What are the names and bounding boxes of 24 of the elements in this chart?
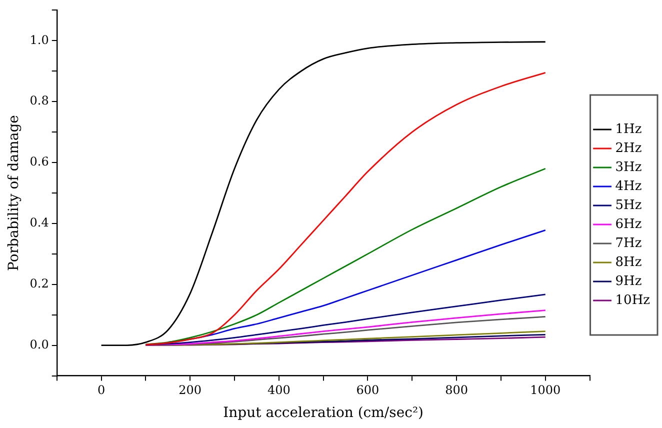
legend-label: 6Hz xyxy=(615,216,642,232)
legend-label: 4Hz xyxy=(615,178,642,194)
x-tick-label: 400 xyxy=(267,383,290,398)
x-tick-label: 0 xyxy=(97,383,106,398)
legend-label: 3Hz xyxy=(615,160,642,175)
x-axis-title: Input acceleration (cm/sec²) xyxy=(223,405,424,422)
y-tick-label: 0.0 xyxy=(30,337,49,352)
x-tick-label: 600 xyxy=(356,383,380,398)
x-tick-label: 1000 xyxy=(530,383,561,398)
legend-label: 5Hz xyxy=(615,198,642,213)
y-tick-label: 1.0 xyxy=(30,32,49,47)
legend-label: 1Hz xyxy=(615,122,642,137)
legend-label: 7Hz xyxy=(615,236,642,251)
legend-label: 9Hz xyxy=(615,274,642,289)
y-tick-label: 0.8 xyxy=(30,94,49,108)
legend-label: 8Hz xyxy=(615,254,642,270)
legend-label: 10Hz xyxy=(615,292,650,308)
y-tick-label: 0.4 xyxy=(30,216,50,230)
x-tick-label: 800 xyxy=(445,383,468,398)
y-tick-label: 0.6 xyxy=(30,154,49,169)
y-tick-label: 0.2 xyxy=(30,276,49,291)
legend-label: 2Hz xyxy=(615,140,642,156)
x-tick-label: 200 xyxy=(178,383,202,398)
y-axis-title: Porbability of damage xyxy=(6,115,22,271)
